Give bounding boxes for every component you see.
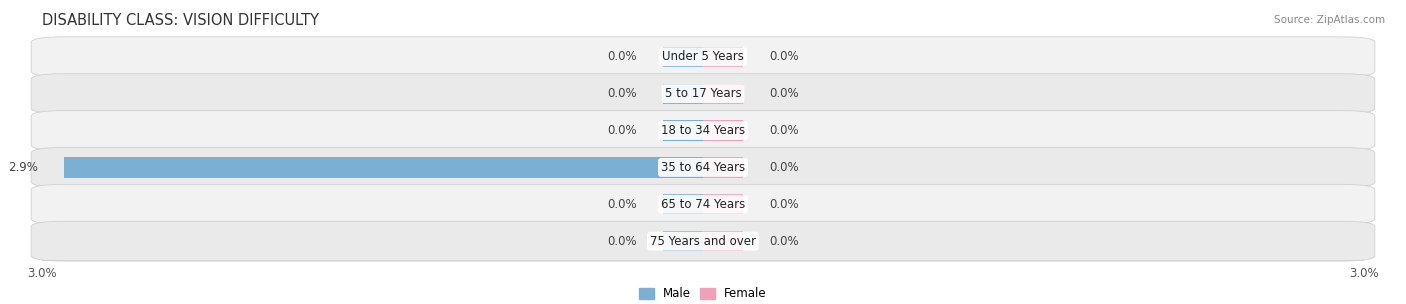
Legend: Male, Female: Male, Female — [634, 283, 772, 304]
Text: 0.0%: 0.0% — [607, 87, 637, 100]
Text: 0.0%: 0.0% — [607, 235, 637, 248]
Text: 0.0%: 0.0% — [769, 124, 799, 137]
Bar — [664, 120, 703, 141]
FancyBboxPatch shape — [31, 74, 1375, 114]
Text: 35 to 64 Years: 35 to 64 Years — [661, 161, 745, 174]
Bar — [65, 157, 703, 178]
Bar — [703, 120, 742, 141]
Text: Under 5 Years: Under 5 Years — [662, 50, 744, 63]
Text: 0.0%: 0.0% — [607, 198, 637, 211]
Text: 0.0%: 0.0% — [769, 161, 799, 174]
Text: 65 to 74 Years: 65 to 74 Years — [661, 198, 745, 211]
Text: 5 to 17 Years: 5 to 17 Years — [665, 87, 741, 100]
Text: 0.0%: 0.0% — [607, 124, 637, 137]
Text: 0.0%: 0.0% — [769, 50, 799, 63]
Text: 0.0%: 0.0% — [769, 198, 799, 211]
Text: Source: ZipAtlas.com: Source: ZipAtlas.com — [1274, 15, 1385, 25]
Bar — [703, 231, 742, 251]
Text: 75 Years and over: 75 Years and over — [650, 235, 756, 248]
Bar — [703, 84, 742, 104]
Text: DISABILITY CLASS: VISION DIFFICULTY: DISABILITY CLASS: VISION DIFFICULTY — [42, 13, 319, 28]
Text: 0.0%: 0.0% — [769, 235, 799, 248]
Text: 18 to 34 Years: 18 to 34 Years — [661, 124, 745, 137]
Bar — [664, 231, 703, 251]
FancyBboxPatch shape — [31, 147, 1375, 187]
FancyBboxPatch shape — [31, 111, 1375, 150]
Bar — [703, 157, 742, 178]
Text: 0.0%: 0.0% — [607, 50, 637, 63]
Bar — [703, 47, 742, 67]
Text: 2.9%: 2.9% — [8, 161, 38, 174]
Text: 0.0%: 0.0% — [769, 87, 799, 100]
FancyBboxPatch shape — [31, 37, 1375, 77]
Bar — [703, 194, 742, 214]
FancyBboxPatch shape — [31, 221, 1375, 261]
Bar — [664, 84, 703, 104]
Bar — [664, 194, 703, 214]
FancyBboxPatch shape — [31, 184, 1375, 224]
Bar — [664, 47, 703, 67]
